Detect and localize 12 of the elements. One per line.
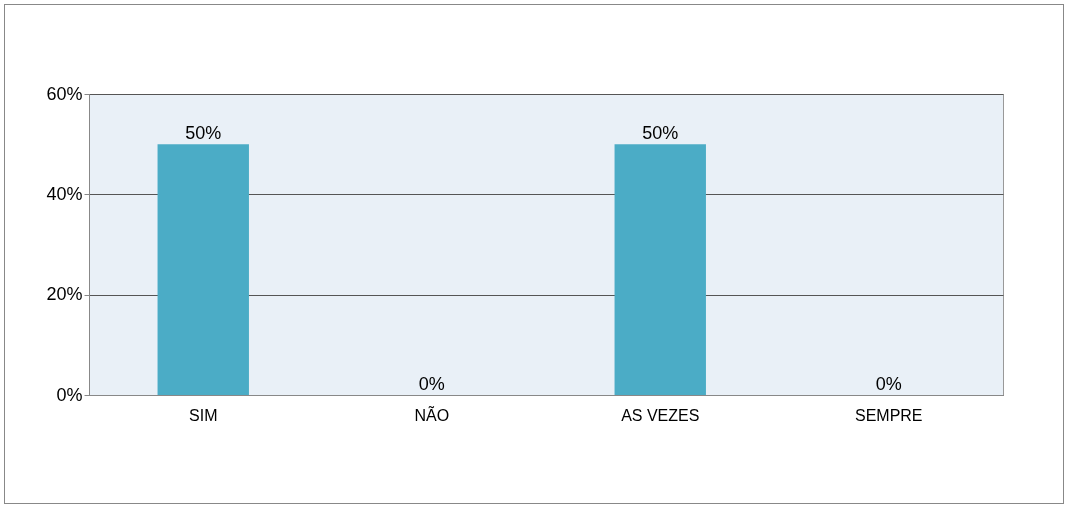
data-label: 0%: [875, 374, 902, 394]
data-label: 50%: [642, 123, 679, 144]
y-tick-label: 20%: [46, 284, 83, 305]
x-tick-label: NÃO: [414, 404, 450, 424]
x-tick-label: SIM: [189, 406, 218, 424]
x-tick-label: AS VEZES: [621, 406, 700, 424]
data-label: 50%: [185, 123, 222, 144]
data-label: 0%: [418, 374, 445, 394]
y-tick-label: 40%: [46, 183, 83, 204]
y-tick-label: 60%: [46, 83, 83, 104]
x-tick-label: SEMPRE: [854, 406, 923, 424]
y-tick-label: 0%: [56, 384, 83, 405]
